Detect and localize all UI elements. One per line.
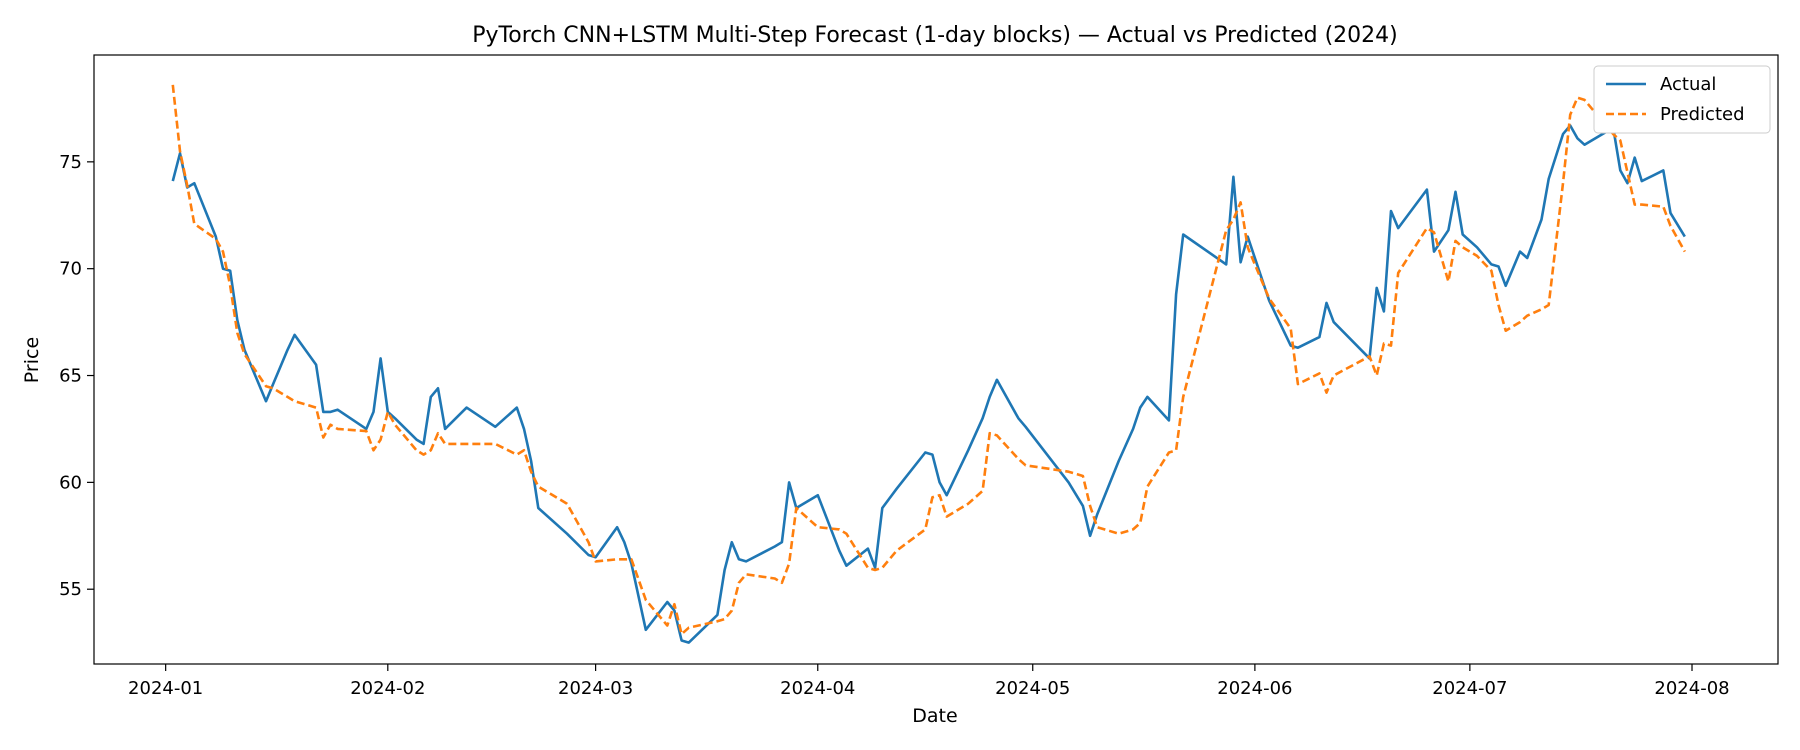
legend: Actual Predicted <box>1593 65 1771 134</box>
y-tick-label: 70 <box>59 259 82 280</box>
y-tick-label: 65 <box>59 366 82 387</box>
series-line-predicted <box>171 84 1686 636</box>
series-line-actual <box>171 124 1686 644</box>
y-axis: 55 60 65 70 75 <box>59 152 94 600</box>
series-layer <box>171 84 1686 644</box>
x-tick-label: 2024-02 <box>350 678 425 699</box>
x-tick-label: 2024-07 <box>1432 678 1507 699</box>
x-tick-label: 2024-08 <box>1654 678 1729 699</box>
x-tick-label: 2024-01 <box>128 678 203 699</box>
plot-area-frame <box>93 54 1779 665</box>
x-tick-label: 2024-04 <box>780 678 855 699</box>
x-tick-label: 2024-03 <box>558 678 633 699</box>
y-tick-label: 60 <box>59 472 82 493</box>
x-tick-label: 2024-05 <box>995 678 1070 699</box>
y-axis-label: Price <box>21 337 43 383</box>
x-axis-label: Date <box>912 705 957 727</box>
legend-actual-label: Actual <box>1660 74 1716 95</box>
x-axis: 2024-01 2024-02 2024-03 2024-04 2024-05 2024-… <box>128 664 1730 699</box>
y-tick-label: 75 <box>59 152 82 173</box>
chart-title: PyTorch CNN+LSTM Multi-Step Forecast (1-… <box>472 23 1397 48</box>
legend-predicted-label: Predicted <box>1660 104 1745 125</box>
y-tick-label: 55 <box>59 579 82 600</box>
x-tick-label: 2024-06 <box>1217 678 1292 699</box>
